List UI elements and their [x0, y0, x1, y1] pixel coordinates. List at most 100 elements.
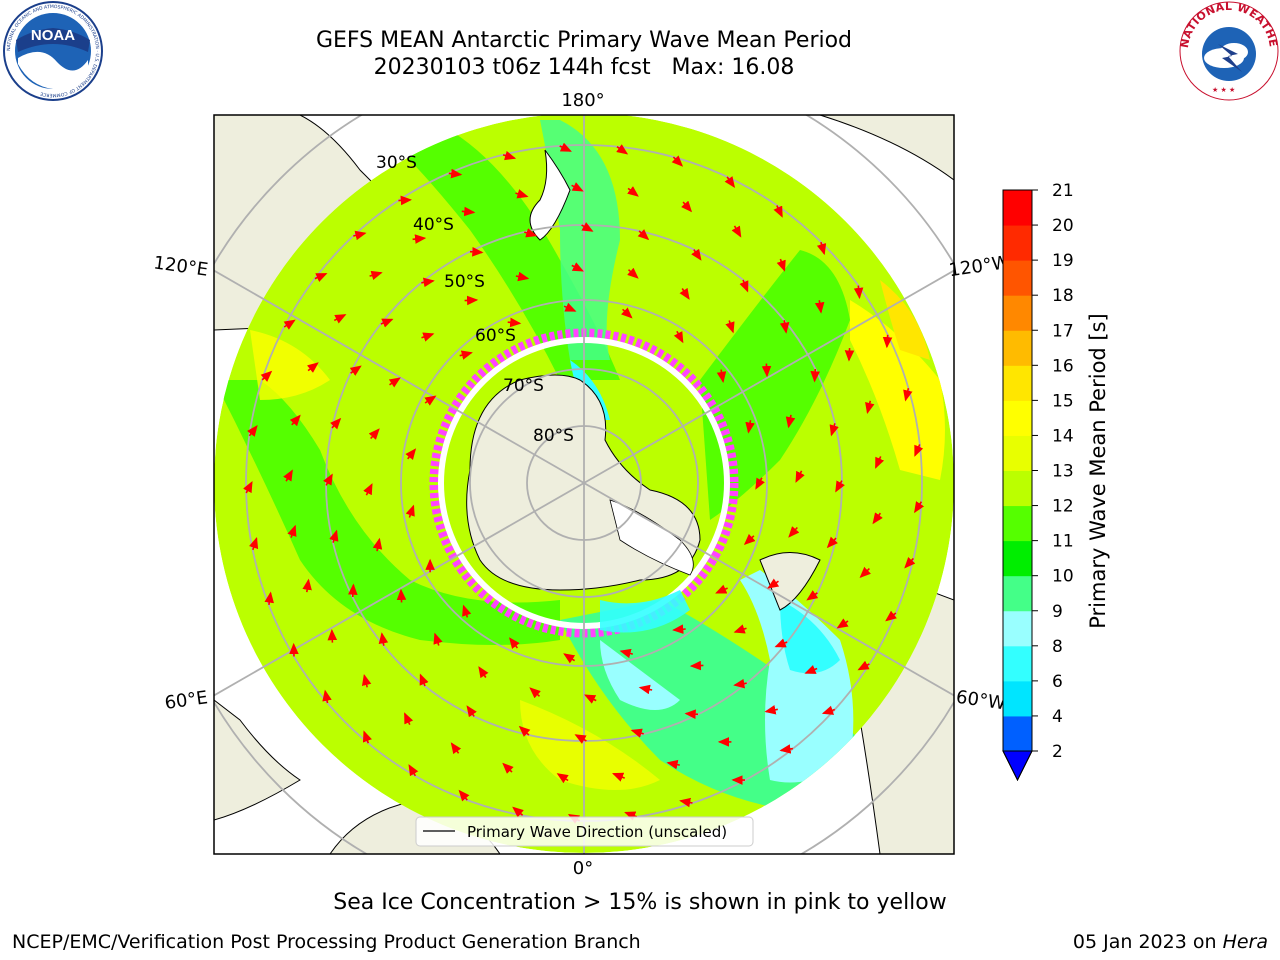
wave-arrow	[776, 258, 786, 272]
colorbar-tick-label: 17	[1052, 321, 1074, 341]
wave-arrow	[368, 428, 380, 440]
colorbar-tick-label: 18	[1052, 286, 1074, 306]
colorbar-segment	[1003, 365, 1032, 401]
colorbar-frame	[1002, 189, 1033, 782]
wave-arrow	[509, 637, 520, 650]
colorbar-tick-label: 20	[1052, 216, 1074, 236]
wave-arrow	[630, 728, 644, 738]
lat-label-60s: 60°S	[475, 326, 516, 346]
footer-host: Hera	[1222, 931, 1268, 953]
wave-arrow	[408, 764, 419, 777]
colorbar-segment	[1003, 225, 1032, 261]
lat-label-40s: 40°S	[413, 215, 454, 235]
wave-arrow	[302, 578, 312, 593]
wave-arrow	[353, 230, 367, 241]
wave-arrow	[556, 773, 569, 784]
wave-arrow	[322, 689, 332, 704]
colorbar-segment	[1003, 330, 1032, 366]
wave-arrow	[424, 395, 437, 406]
colorbar-segment	[1003, 400, 1032, 436]
wave-arrow	[806, 590, 819, 601]
wave-arrow	[404, 712, 414, 726]
wave-arrow	[774, 638, 788, 648]
wave-arrow	[764, 705, 778, 715]
legend-label: Primary Wave Direction (unscaled)	[467, 823, 727, 841]
colorbar-tick-label: 14	[1052, 426, 1074, 446]
colorbar-tick-label: 2	[1052, 742, 1063, 762]
wave-arrow	[716, 369, 727, 383]
wave-arrow	[788, 526, 800, 538]
lon-label-120e: 120°E	[152, 252, 209, 280]
wave-arrow	[612, 772, 625, 782]
wave-arrow	[283, 469, 293, 482]
wave-arrow	[369, 270, 383, 281]
nws-logo: NATIONAL WEATHER SERVICE ★ ★ ★	[1178, 0, 1280, 101]
wave-arrow	[844, 348, 855, 362]
wave-arrow	[684, 709, 699, 719]
wave-arrow	[466, 705, 477, 718]
wave-arrow	[779, 744, 794, 754]
colorbar-tick-label: 19	[1052, 251, 1074, 271]
wave-arrow	[529, 687, 541, 699]
colorbar-segment	[1003, 680, 1032, 717]
colorbar-tick-label: 15	[1052, 391, 1074, 411]
wave-arrow	[363, 483, 373, 496]
colorbar-segment	[1003, 470, 1032, 507]
wave-arrow	[571, 262, 584, 272]
wave-arrow	[666, 759, 680, 770]
colorbar-segment	[1003, 575, 1032, 612]
wave-arrow	[885, 610, 897, 622]
wave-arrow	[464, 295, 479, 306]
wave-arrow	[584, 694, 597, 704]
colorbar-tick-label: 16	[1052, 356, 1074, 376]
wave-arrow	[518, 725, 531, 737]
wave-arrow	[574, 734, 587, 744]
wave-arrow	[725, 320, 735, 334]
wave-arrow	[524, 228, 538, 238]
wave-arrow	[826, 536, 838, 549]
wave-arrow	[724, 176, 736, 189]
wave-arrow	[478, 666, 489, 679]
wave-arrow	[621, 307, 633, 319]
wave-arrow	[672, 624, 686, 634]
wave-arrow	[679, 797, 693, 808]
wave-arrow	[388, 377, 401, 388]
colorbar-segment	[1003, 435, 1032, 471]
wave-arrow	[502, 150, 517, 161]
wave-arrow	[882, 334, 893, 349]
wave-arrow	[248, 536, 259, 551]
wave-arrow	[872, 512, 883, 525]
wave-arrow	[421, 277, 435, 288]
wave-arrow	[857, 660, 870, 671]
sea-ice-caption: Sea Ice Concentration > 15% is shown in …	[333, 890, 947, 915]
wave-arrow	[287, 524, 297, 538]
wave-arrow	[329, 529, 339, 543]
wave-arrow	[260, 370, 273, 382]
wave-arrow	[461, 206, 476, 217]
wave-arrow	[743, 533, 756, 545]
wave-arrow	[733, 624, 747, 634]
lat-label-70s: 70°S	[503, 376, 544, 396]
wave-arrow	[512, 806, 524, 818]
footer-date: 05 Jan 2023 on Hera	[1073, 931, 1268, 953]
lon-label-120w: 120°W	[947, 252, 1011, 281]
wave-arrow	[448, 168, 463, 179]
noaa-logo-text: NOAA	[31, 27, 75, 44]
colorbar-segment	[1003, 505, 1032, 542]
wave-arrow	[462, 604, 472, 618]
lat-label-50s: 50°S	[444, 272, 485, 292]
colorbar-segment	[1003, 610, 1032, 647]
wave-arrow	[773, 205, 783, 218]
wave-arrow	[289, 414, 301, 427]
wave-arrow	[903, 388, 913, 402]
wave-arrow	[638, 684, 653, 695]
wave-arrow	[875, 456, 885, 469]
colorbar-tick-label: 13	[1052, 462, 1074, 482]
wave-arrow	[829, 423, 839, 437]
wave-arrow	[836, 618, 849, 629]
wave-arrow	[733, 678, 747, 689]
footer-credit: NCEP/EMC/Verification Post Processing Pr…	[12, 931, 641, 953]
wave-arrow	[810, 368, 820, 383]
wave-arrow	[469, 247, 484, 257]
